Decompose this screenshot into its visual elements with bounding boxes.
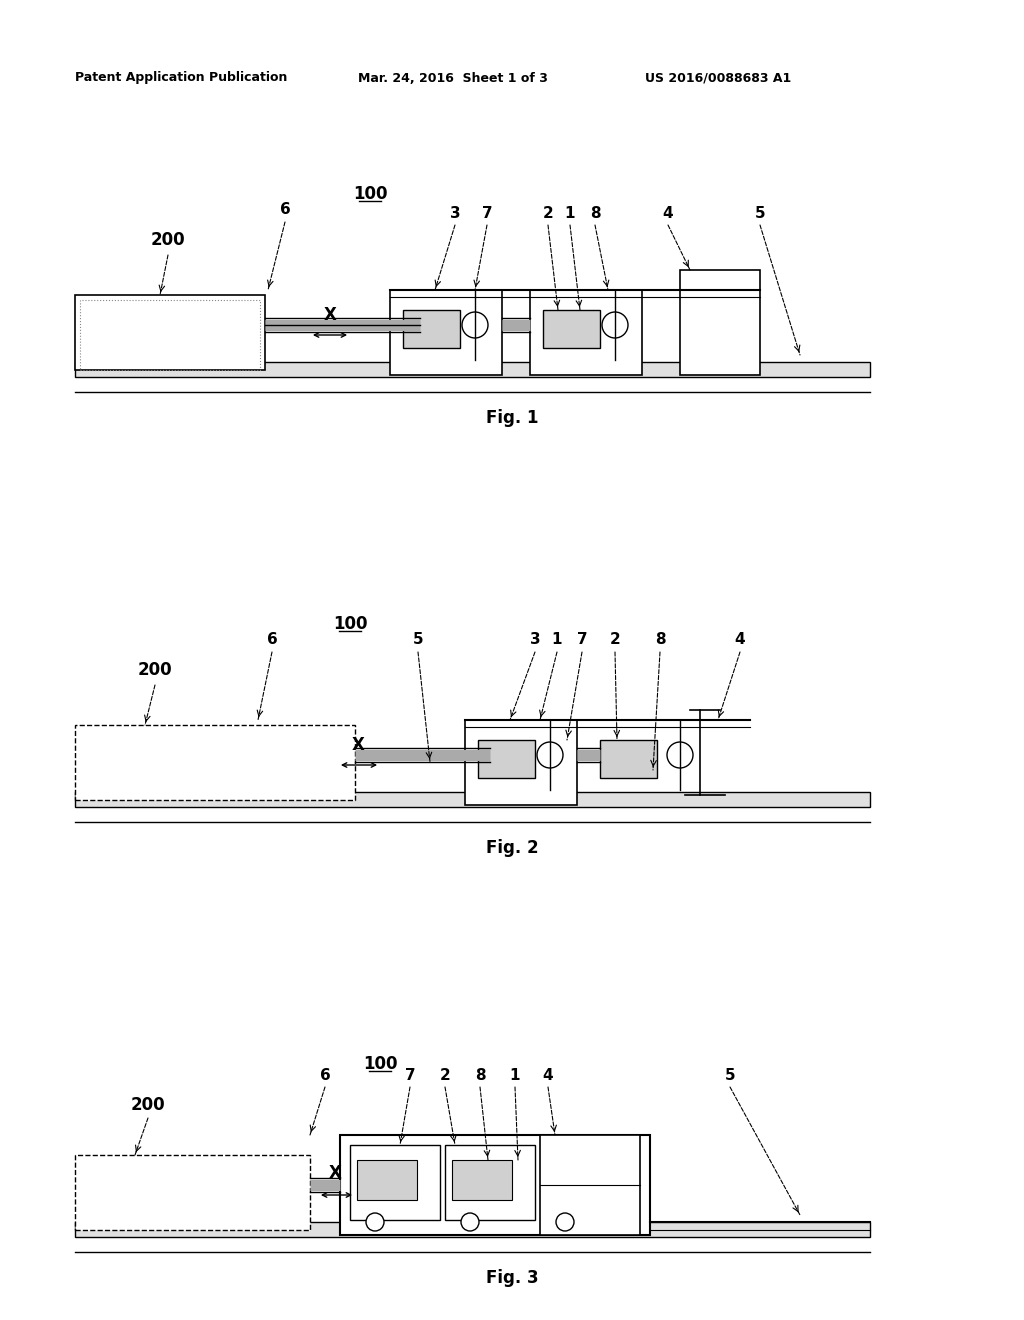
Bar xyxy=(600,741,657,777)
Text: Patent Application Publication: Patent Application Publication xyxy=(75,71,288,84)
Text: 200: 200 xyxy=(151,231,185,249)
Text: 7: 7 xyxy=(481,206,493,220)
Text: 100: 100 xyxy=(352,185,387,203)
Text: 8: 8 xyxy=(590,206,600,220)
Bar xyxy=(390,290,502,375)
Bar xyxy=(357,1160,417,1200)
Circle shape xyxy=(461,1213,479,1232)
Text: 1: 1 xyxy=(565,206,575,220)
Text: 8: 8 xyxy=(475,1068,485,1082)
Circle shape xyxy=(537,742,563,768)
Circle shape xyxy=(462,312,488,338)
Text: 2: 2 xyxy=(609,632,621,648)
Text: 6: 6 xyxy=(319,1068,331,1082)
Bar xyxy=(445,1144,535,1220)
Bar xyxy=(75,1155,310,1230)
Text: 4: 4 xyxy=(734,632,745,648)
Text: X: X xyxy=(324,306,337,323)
Text: 2: 2 xyxy=(439,1068,451,1082)
Text: 1: 1 xyxy=(552,632,562,648)
Text: 8: 8 xyxy=(654,632,666,648)
Circle shape xyxy=(602,312,628,338)
Text: 7: 7 xyxy=(404,1068,416,1082)
Text: 4: 4 xyxy=(543,1068,553,1082)
Text: 5: 5 xyxy=(755,206,765,220)
Text: 5: 5 xyxy=(725,1068,735,1082)
Text: Mar. 24, 2016  Sheet 1 of 3: Mar. 24, 2016 Sheet 1 of 3 xyxy=(358,71,548,84)
Bar xyxy=(452,1160,512,1200)
Bar xyxy=(540,1135,640,1236)
Bar xyxy=(75,792,870,807)
Text: X: X xyxy=(351,737,365,754)
Text: 1: 1 xyxy=(510,1068,520,1082)
Text: 6: 6 xyxy=(280,202,291,218)
Bar xyxy=(75,725,355,800)
Text: 2: 2 xyxy=(543,206,553,220)
Text: 4: 4 xyxy=(663,206,674,220)
Bar xyxy=(350,1144,440,1220)
Text: X: X xyxy=(329,1164,341,1181)
Text: 100: 100 xyxy=(362,1055,397,1073)
Text: 200: 200 xyxy=(137,661,172,678)
Bar xyxy=(403,310,460,348)
Text: 7: 7 xyxy=(577,632,588,648)
Text: US 2016/0088683 A1: US 2016/0088683 A1 xyxy=(645,71,792,84)
Text: Fig. 2: Fig. 2 xyxy=(485,840,539,857)
Bar xyxy=(340,1135,650,1236)
Bar xyxy=(465,719,577,805)
Text: 3: 3 xyxy=(529,632,541,648)
Bar xyxy=(478,741,535,777)
Text: 200: 200 xyxy=(131,1096,165,1114)
Text: 3: 3 xyxy=(450,206,461,220)
Bar xyxy=(680,271,760,375)
Bar xyxy=(75,362,870,378)
Circle shape xyxy=(366,1213,384,1232)
Circle shape xyxy=(667,742,693,768)
Bar xyxy=(75,1222,870,1237)
Text: 100: 100 xyxy=(333,615,368,634)
Text: Fig. 1: Fig. 1 xyxy=(485,409,539,426)
Text: 6: 6 xyxy=(266,632,278,648)
Text: 5: 5 xyxy=(413,632,423,648)
Bar xyxy=(530,290,642,375)
Circle shape xyxy=(556,1213,574,1232)
Bar xyxy=(80,300,260,370)
Bar xyxy=(543,310,600,348)
Bar xyxy=(75,294,265,370)
Text: Fig. 3: Fig. 3 xyxy=(485,1269,539,1287)
